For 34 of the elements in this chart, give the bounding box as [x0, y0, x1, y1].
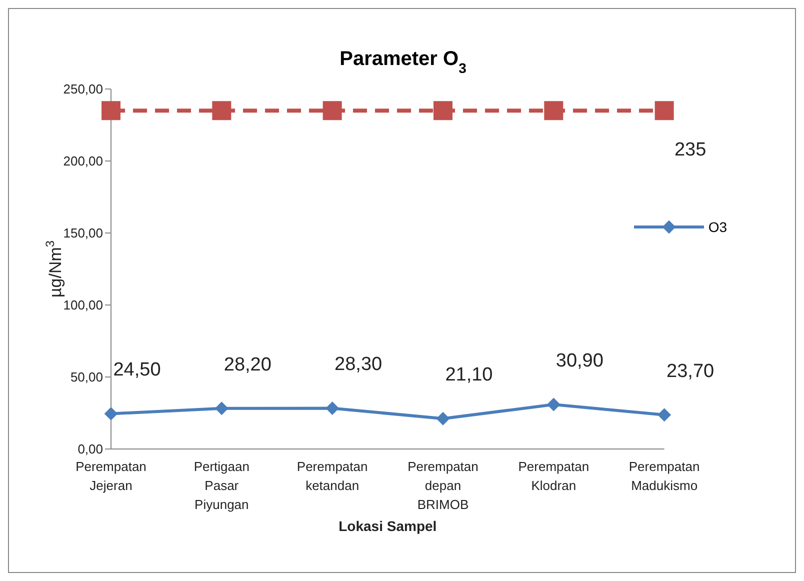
point: [104, 407, 118, 420]
point: [215, 402, 228, 415]
point: [433, 101, 452, 120]
point: [658, 408, 671, 422]
point: [326, 402, 339, 415]
point: [322, 101, 342, 120]
y-tick-label: 50,00: [70, 370, 103, 385]
point: [544, 101, 564, 120]
y-tick-label: 250,00: [63, 82, 103, 97]
chart-title: Parameter O$_{3}$: [340, 48, 467, 76]
data-label: 28,30: [334, 354, 382, 376]
data-label: 235: [674, 140, 706, 161]
y-tick-label: 200,00: [63, 154, 103, 169]
data-label: 23,70: [666, 360, 714, 382]
point: [212, 101, 232, 120]
x-tick-label: Perempatan depan BRIMOB: [408, 459, 478, 512]
point: [547, 398, 560, 412]
data-label: 24,50: [113, 360, 161, 381]
x-tick-label: Perempatan Klodran: [518, 459, 590, 493]
x-tick-label: Perempatan Madukismo: [628, 459, 700, 493]
x-tick-label: Pertigaan Pasar Piyungan: [194, 459, 250, 512]
x-tick-label: Perempatan Jejeran: [76, 459, 146, 493]
x-tick-label: Perempatan ketandan: [296, 459, 368, 493]
data-label: 21,10: [445, 364, 493, 386]
point: [436, 412, 450, 426]
legend-label: O3: [708, 219, 727, 235]
x-axis-title: Lokasi Sampel: [338, 518, 437, 534]
data-label: 30,90: [556, 350, 604, 372]
y-tick-label: 100,00: [63, 298, 103, 313]
point: [654, 101, 674, 120]
data-label: 28,20: [224, 354, 272, 376]
y-tick-label: 150,00: [63, 226, 103, 241]
y-tick-label: 0,00: [78, 442, 103, 457]
point: [102, 101, 120, 120]
